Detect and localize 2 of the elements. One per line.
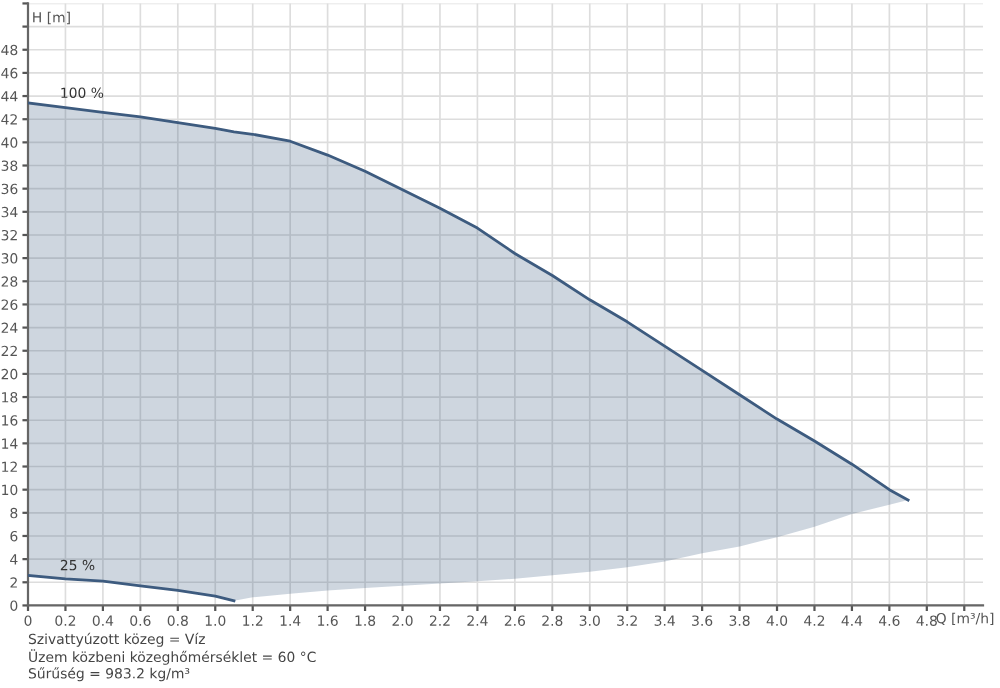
line-series: [28, 101, 910, 502]
line-series: [28, 573, 236, 603]
